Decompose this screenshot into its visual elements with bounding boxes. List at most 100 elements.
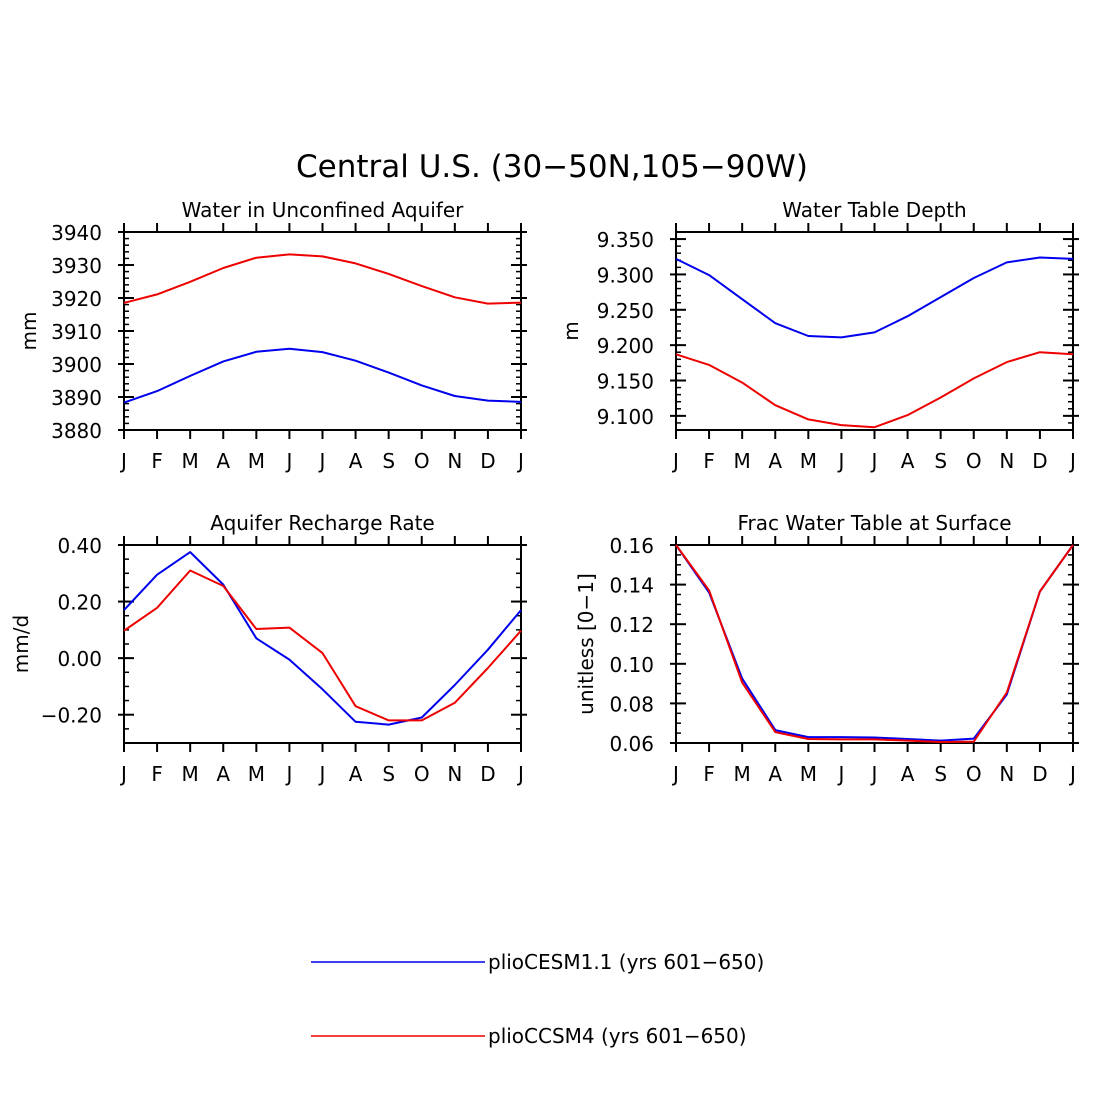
legend: plioCESM1.1 (yrs 601−650) plioCCSM4 (yrs … <box>311 950 764 1048</box>
plot-frame <box>123 544 522 744</box>
x-tick-label: A <box>901 762 915 786</box>
x-tick-label: J <box>836 762 844 786</box>
x-tick-label: D <box>480 762 495 786</box>
x-tick-label: J <box>870 449 878 473</box>
x-tick-label: J <box>318 762 326 786</box>
x-tick-label: D <box>1032 762 1047 786</box>
panel-title: Water Table Depth <box>782 198 966 222</box>
y-tick-label: 0.08 <box>609 692 654 716</box>
x-tick-label: M <box>800 762 817 786</box>
series-line-pliocesm <box>675 256 1074 339</box>
x-tick-label: F <box>151 762 163 786</box>
series-line-pliocesm <box>123 347 522 404</box>
x-tick-label: M <box>182 449 199 473</box>
y-tick-label: 0.06 <box>609 732 654 756</box>
y-tick-label: 0.20 <box>57 591 102 615</box>
figure-title: Central U.S. (30−50N,105−90W) <box>296 149 808 185</box>
y-tick-label: 9.300 <box>597 263 654 287</box>
y-tick-label: 9.350 <box>597 228 654 252</box>
series-line-plioccsm <box>675 544 1074 743</box>
x-tick-label: S <box>934 449 947 473</box>
x-tick-label: J <box>1068 762 1076 786</box>
x-tick-label: J <box>836 449 844 473</box>
x-tick-label: J <box>671 449 679 473</box>
series-line-plioccsm <box>123 569 522 722</box>
x-tick-label: N <box>447 449 462 473</box>
x-tick-label: F <box>703 762 715 786</box>
series-line-pliocesm <box>675 544 1074 742</box>
x-tick-label: S <box>382 762 395 786</box>
y-tick-label: 9.200 <box>597 334 654 358</box>
x-tick-label: A <box>349 449 363 473</box>
panel-4: J F M A M J J A S O N D J0.060.080.100.120.140.16Fra… <box>574 509 1079 786</box>
legend-label: plioCCSM4 (yrs 601−650) <box>488 1024 747 1048</box>
y-tick-label: 9.250 <box>597 299 654 323</box>
x-tick-label: O <box>966 449 982 473</box>
x-tick-label: J <box>516 762 524 786</box>
y-tick-label: 3920 <box>51 287 102 311</box>
y-tick-label: 3940 <box>51 221 102 245</box>
panel-1: J F M A M J J A S O N D J388038903900391039203930394… <box>17 196 527 473</box>
x-tick-label: J <box>284 449 292 473</box>
x-tick-label: J <box>1068 449 1076 473</box>
x-tick-label: A <box>216 449 230 473</box>
x-tick-label: A <box>901 449 915 473</box>
x-tick-label: M <box>734 449 751 473</box>
y-tick-label: 9.100 <box>597 405 654 429</box>
panel-2: J F M A M J J A S O N D J9.1009.1509.2009.2509.3009.… <box>559 196 1079 473</box>
x-tick-label: J <box>119 449 127 473</box>
x-tick-label: A <box>349 762 363 786</box>
x-tick-label: D <box>1032 449 1047 473</box>
x-tick-label: N <box>999 449 1014 473</box>
x-tick-label: A <box>216 762 230 786</box>
series-line-plioccsm <box>675 351 1074 429</box>
x-tick-label: J <box>119 762 127 786</box>
x-tick-label: F <box>151 449 163 473</box>
y-tick-label: 3880 <box>51 419 102 443</box>
series-line-plioccsm <box>123 253 522 305</box>
x-tick-label: D <box>480 449 495 473</box>
y-tick-label: −0.20 <box>41 704 102 728</box>
y-tick-label: 3910 <box>51 320 102 344</box>
y-axis-label: mm <box>17 312 41 351</box>
x-tick-label: J <box>870 762 878 786</box>
x-tick-label: S <box>934 762 947 786</box>
y-axis-label: mm/d <box>9 615 33 673</box>
x-tick-label: M <box>248 449 265 473</box>
panel-title: Aquifer Recharge Rate <box>210 511 435 535</box>
y-tick-label: 0.14 <box>609 574 654 598</box>
series-line-pliocesm <box>123 551 522 726</box>
x-tick-label: J <box>284 762 292 786</box>
x-tick-label: N <box>447 762 462 786</box>
y-tick-label: 3900 <box>51 353 102 377</box>
plot-frame <box>123 231 522 431</box>
panel-title: Water in Unconfined Aquifer <box>182 198 465 222</box>
y-tick-label: 3930 <box>51 254 102 278</box>
x-tick-label: A <box>768 449 782 473</box>
x-tick-label: O <box>414 449 430 473</box>
x-tick-label: M <box>248 762 265 786</box>
x-tick-label: S <box>382 449 395 473</box>
x-tick-label: O <box>966 762 982 786</box>
x-tick-label: N <box>999 762 1014 786</box>
plot-frame <box>675 544 1074 744</box>
y-tick-label: 0.12 <box>609 613 654 637</box>
x-tick-label: M <box>182 762 199 786</box>
panel-title: Frac Water Table at Surface <box>737 511 1011 535</box>
x-tick-label: F <box>703 449 715 473</box>
y-axis-label: unitless [0−1] <box>574 573 598 715</box>
y-tick-label: 0.16 <box>609 534 654 558</box>
panels: J F M A M J J A S O N D J388038903900391039203930394… <box>9 196 1079 786</box>
y-tick-label: 0.40 <box>57 534 102 558</box>
x-tick-label: A <box>768 762 782 786</box>
y-tick-label: 9.150 <box>597 370 654 394</box>
legend-label: plioCESM1.1 (yrs 601−650) <box>488 950 764 974</box>
y-tick-label: 0.10 <box>609 653 654 677</box>
y-tick-label: 3890 <box>51 386 102 410</box>
x-tick-label: J <box>671 762 679 786</box>
x-tick-label: M <box>734 762 751 786</box>
x-tick-label: J <box>516 449 524 473</box>
x-tick-label: J <box>318 449 326 473</box>
